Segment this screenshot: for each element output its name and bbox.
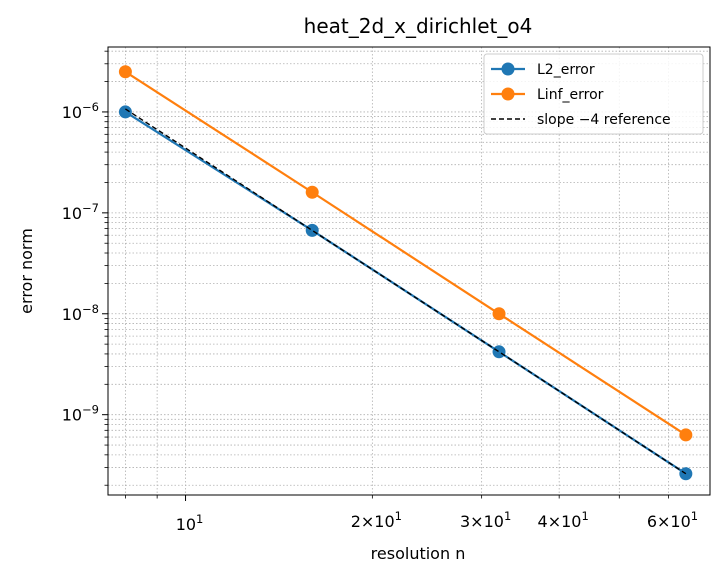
y-tick-label: 10−6 (62, 100, 99, 122)
x-axis-label: resolution n (371, 544, 466, 563)
series-marker (679, 428, 693, 442)
series-marker (305, 223, 319, 237)
y-axis-label: error norm (17, 228, 36, 314)
series-marker (492, 345, 506, 359)
series-marker (118, 65, 132, 79)
x-tick-label: 101 (176, 512, 204, 534)
series-marker (118, 105, 132, 119)
series-marker (305, 185, 319, 199)
legend-marker (501, 62, 515, 76)
x-tick-label: 2×101 (351, 509, 402, 531)
plot-area: 101 2×101 3×101 4×101 6×101 10−9 10−8 10−7 10−6 L… (62, 46, 711, 534)
axes-frame (107, 46, 711, 496)
series-line (124, 111, 687, 475)
y-tick-label: 10−8 (62, 302, 99, 324)
series-line (124, 70, 687, 436)
y-tick-label: 10−9 (62, 403, 99, 425)
legend-label: slope −4 reference (537, 112, 671, 128)
x-tick-label: 3×101 (460, 509, 511, 531)
y-tick-label: 10−7 (62, 201, 99, 223)
legend-box (483, 53, 704, 135)
series-marker (492, 307, 506, 321)
x-tick-label: 6×101 (647, 509, 698, 531)
x-tick-label: 4×101 (538, 509, 589, 531)
chart-title: heat_2d_x_dirichlet_o4 (304, 14, 533, 38)
legend-label: Linf_error (537, 87, 604, 103)
legend-marker (501, 87, 515, 101)
legend-label: L2_error (537, 62, 595, 78)
